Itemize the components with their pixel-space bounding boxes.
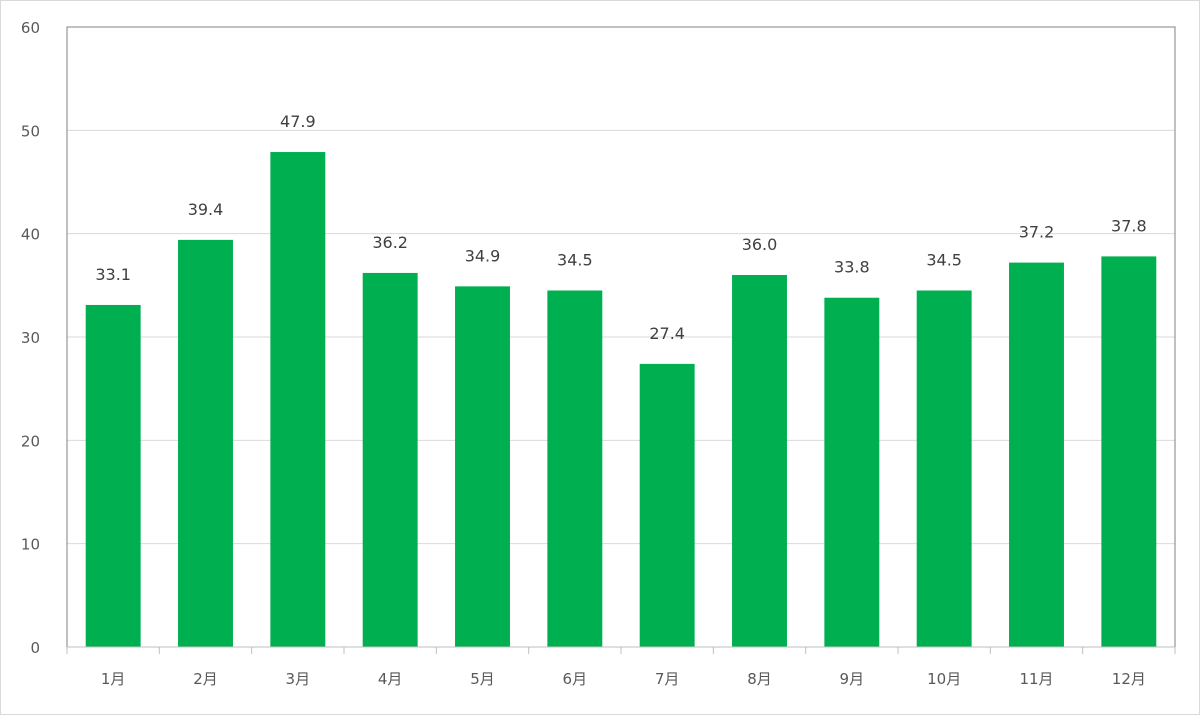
data-label: 47.9 (280, 112, 316, 131)
data-label: 34.9 (465, 246, 501, 265)
x-tick-label: 6月 (563, 670, 588, 688)
x-tick-label: 5月 (470, 670, 495, 688)
y-tick-label: 0 (30, 639, 40, 657)
y-tick-label: 60 (21, 19, 40, 37)
y-tick-label: 40 (21, 226, 40, 244)
x-axis-labels: 1月 2月 3月 4月 5月 6月 7月 8月 9月 10月 11月 12月 (101, 670, 1146, 688)
x-tick-label: 7月 (655, 670, 680, 688)
bar (1009, 262, 1064, 647)
data-labels: 33.1 39.4 47.9 36.2 34.9 34.5 27.4 36.0 33.8 34.5… (95, 112, 1146, 343)
data-label: 34.5 (557, 251, 593, 270)
x-tick-label: 4月 (378, 670, 403, 688)
x-tick-label: 3月 (286, 670, 311, 688)
y-tick-label: 30 (21, 329, 40, 347)
bar (270, 152, 326, 648)
y-tick-label: 20 (21, 432, 40, 450)
data-label: 33.8 (834, 258, 870, 277)
x-axis (66, 646, 1176, 654)
data-label: 36.2 (372, 233, 408, 252)
x-tick-label: 8月 (747, 670, 772, 688)
x-tick-label: 1月 (101, 670, 126, 688)
bar (455, 286, 510, 647)
x-tick-label: 2月 (193, 670, 218, 688)
data-label: 37.8 (1111, 216, 1147, 235)
bar (547, 290, 603, 647)
x-tick-label: 9月 (840, 670, 865, 688)
bar (362, 272, 418, 647)
bar (178, 239, 233, 647)
bar (85, 304, 141, 647)
bar (824, 297, 880, 647)
y-tick-label: 50 (21, 122, 40, 140)
data-label: 33.1 (95, 265, 131, 284)
x-tick-label: 10月 (927, 670, 961, 688)
bars (85, 152, 1157, 648)
data-label: 37.2 (1019, 223, 1055, 242)
data-label: 34.5 (926, 251, 962, 270)
data-label: 36.0 (742, 235, 778, 254)
x-tick-label: 11月 (1019, 670, 1053, 688)
data-label: 27.4 (649, 324, 685, 343)
bar (1101, 256, 1157, 647)
bar (732, 275, 787, 647)
bar (916, 290, 972, 647)
gridlines (67, 129, 1175, 545)
bar (639, 363, 695, 647)
data-label: 39.4 (188, 200, 224, 219)
y-axis-labels: 0 10 20 30 40 50 60 (21, 19, 40, 657)
x-tick-label: 12月 (1112, 670, 1146, 688)
y-tick-label: 10 (21, 536, 40, 554)
